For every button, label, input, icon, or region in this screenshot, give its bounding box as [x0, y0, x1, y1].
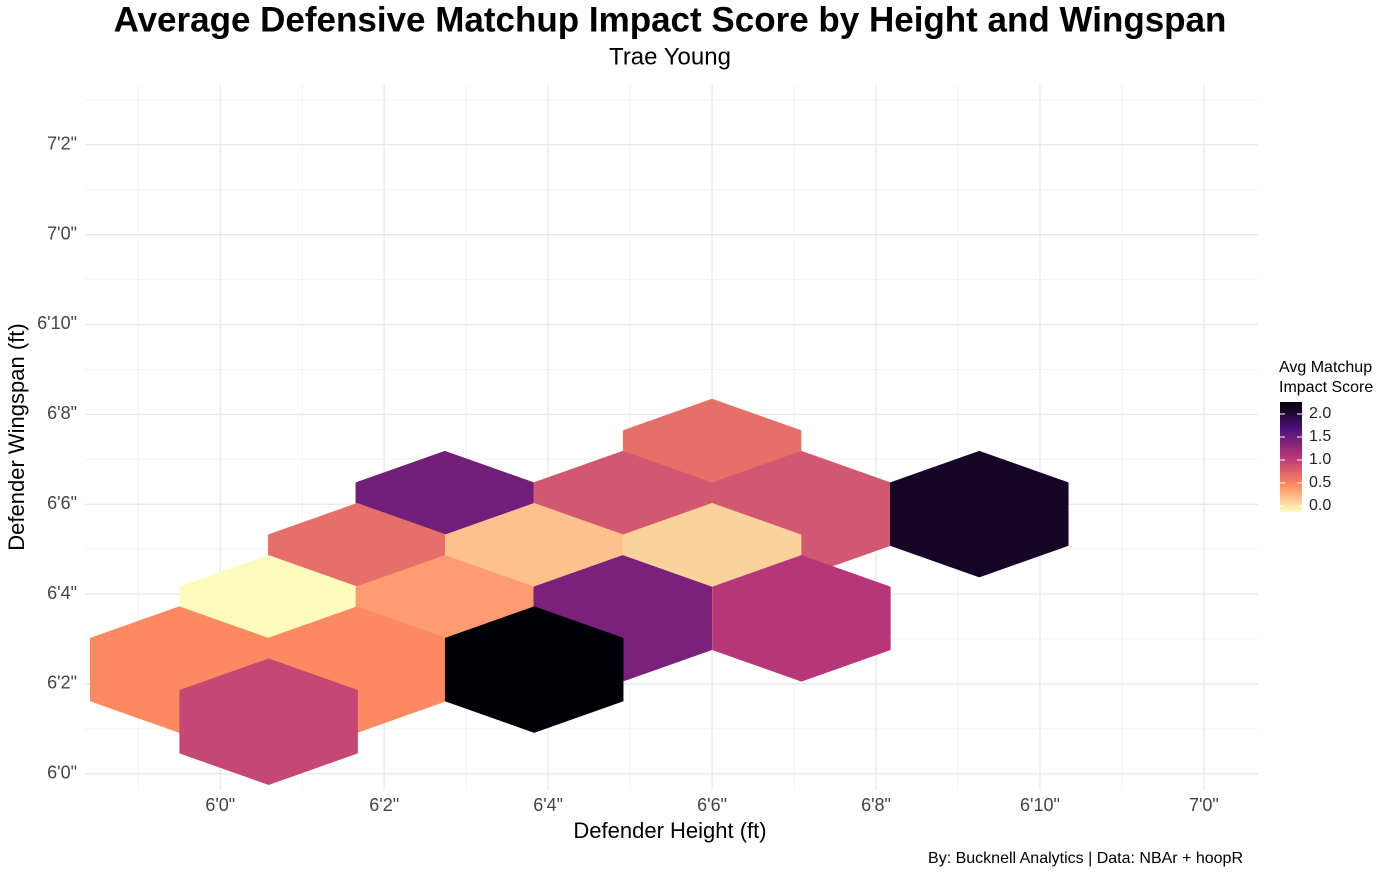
y-tick-label: 6'0": [47, 763, 77, 783]
x-tick-label: 6'10": [1020, 795, 1060, 815]
legend-title: Impact Score: [1279, 379, 1373, 396]
legend-tick-label: 1.5: [1309, 428, 1331, 445]
x-tick-label: 6'0": [205, 795, 235, 815]
legend-tick-label: 1.0: [1309, 451, 1331, 468]
legend-tick-label: 2.0: [1309, 405, 1331, 422]
y-tick-label: 6'8": [47, 403, 77, 423]
legend-tick-label: 0.5: [1309, 474, 1331, 491]
x-tick-label: 6'4": [533, 795, 563, 815]
x-axis-label: Defender Height (ft): [573, 818, 766, 843]
x-tick-label: 6'2": [369, 795, 399, 815]
legend-title: Avg Matchup: [1279, 359, 1372, 376]
y-tick-label: 6'10": [37, 313, 77, 333]
y-tick-label: 7'0": [47, 223, 77, 243]
y-tick-label: 6'6": [47, 493, 77, 513]
chart-title: Average Defensive Matchup Impact Score b…: [114, 0, 1227, 39]
colorbar: [1280, 402, 1302, 512]
y-tick-label: 6'2": [47, 673, 77, 693]
x-tick-label: 7'0": [1189, 795, 1219, 815]
x-tick-label: 6'6": [697, 795, 727, 815]
legend-tick-label: 0.0: [1309, 497, 1331, 514]
y-axis-label: Defender Wingspan (ft): [4, 323, 29, 550]
chart-subtitle: Trae Young: [609, 43, 731, 70]
hexbin: [444, 606, 624, 733]
hexbin: [179, 658, 358, 785]
caption: By: Bucknell Analytics | Data: NBAr + ho…: [928, 850, 1243, 867]
y-tick-label: 6'4": [47, 583, 77, 603]
x-tick-label: 6'8": [861, 795, 891, 815]
hexbin: [890, 450, 1069, 578]
y-tick-label: 7'2": [47, 134, 77, 154]
hexbin: [712, 555, 891, 682]
